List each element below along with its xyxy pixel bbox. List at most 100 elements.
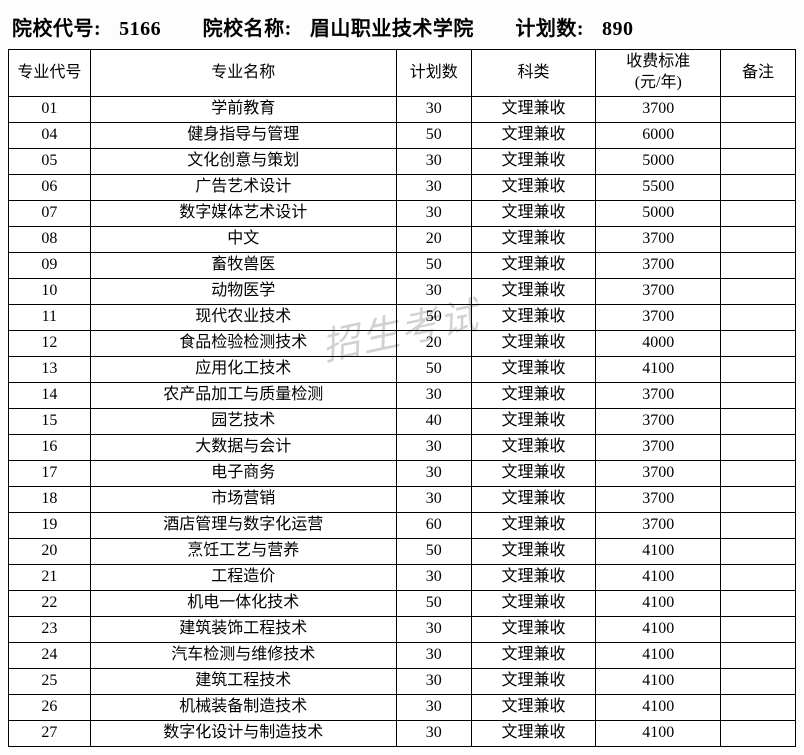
cell-plan: 50 (396, 123, 471, 149)
cell-plan: 30 (396, 643, 471, 669)
cell-plan: 30 (396, 461, 471, 487)
cell-category: 文理兼收 (471, 565, 596, 591)
cell-note (721, 539, 796, 565)
table-row: 13应用化工技术50文理兼收4100 (9, 357, 796, 383)
plan-total-value: 890 (602, 18, 634, 40)
cell-name: 酒店管理与数字化运营 (90, 513, 396, 539)
cell-category: 文理兼收 (471, 409, 596, 435)
cell-fee: 3700 (596, 409, 721, 435)
cell-category: 文理兼收 (471, 357, 596, 383)
table-row: 01学前教育30文理兼收3700 (9, 97, 796, 123)
cell-name: 大数据与会计 (90, 435, 396, 461)
cell-note (721, 591, 796, 617)
cell-note (721, 149, 796, 175)
table-row: 24汽车检测与维修技术30文理兼收4100 (9, 643, 796, 669)
cell-name: 农产品加工与质量检测 (90, 383, 396, 409)
cell-category: 文理兼收 (471, 253, 596, 279)
cell-note (721, 409, 796, 435)
cell-fee: 3700 (596, 461, 721, 487)
cell-name: 数字媒体艺术设计 (90, 201, 396, 227)
cell-plan: 40 (396, 409, 471, 435)
cell-code: 21 (9, 565, 91, 591)
cell-code: 05 (9, 149, 91, 175)
table-row: 22机电一体化技术50文理兼收4100 (9, 591, 796, 617)
table-row: 07数字媒体艺术设计30文理兼收5000 (9, 201, 796, 227)
cell-fee: 3700 (596, 435, 721, 461)
cell-name: 食品检验检测技术 (90, 331, 396, 357)
page-header: 院校代号:5166 院校名称:眉山职业技术学院 计划数:890 (8, 8, 796, 49)
cell-note (721, 487, 796, 513)
cell-code: 23 (9, 617, 91, 643)
cell-name: 健身指导与管理 (90, 123, 396, 149)
table-row: 09畜牧兽医50文理兼收3700 (9, 253, 796, 279)
table-row: 25建筑工程技术30文理兼收4100 (9, 669, 796, 695)
cell-fee: 4100 (596, 565, 721, 591)
cell-fee: 4100 (596, 669, 721, 695)
cell-name: 建筑装饰工程技术 (90, 617, 396, 643)
cell-code: 20 (9, 539, 91, 565)
cell-fee: 4100 (596, 539, 721, 565)
cell-code: 07 (9, 201, 91, 227)
cell-note (721, 123, 796, 149)
col-note: 备注 (721, 50, 796, 97)
table-row: 08中文20文理兼收3700 (9, 227, 796, 253)
cell-category: 文理兼收 (471, 305, 596, 331)
cell-name: 应用化工技术 (90, 357, 396, 383)
cell-code: 26 (9, 695, 91, 721)
cell-name: 园艺技术 (90, 409, 396, 435)
cell-code: 11 (9, 305, 91, 331)
cell-code: 08 (9, 227, 91, 253)
table-row: 26机械装备制造技术30文理兼收4100 (9, 695, 796, 721)
cell-note (721, 227, 796, 253)
cell-fee: 3700 (596, 97, 721, 123)
cell-note (721, 435, 796, 461)
cell-plan: 30 (396, 97, 471, 123)
cell-plan: 50 (396, 305, 471, 331)
cell-name: 工程造价 (90, 565, 396, 591)
cell-name: 中文 (90, 227, 396, 253)
cell-plan: 30 (396, 617, 471, 643)
cell-code: 13 (9, 357, 91, 383)
cell-category: 文理兼收 (471, 695, 596, 721)
cell-plan: 30 (396, 565, 471, 591)
cell-category: 文理兼收 (471, 227, 596, 253)
cell-category: 文理兼收 (471, 123, 596, 149)
cell-code: 17 (9, 461, 91, 487)
cell-category: 文理兼收 (471, 201, 596, 227)
cell-fee: 3700 (596, 487, 721, 513)
cell-fee: 3700 (596, 279, 721, 305)
cell-plan: 50 (396, 357, 471, 383)
table-row: 12食品检验检测技术20文理兼收4000 (9, 331, 796, 357)
col-fee: 收费标准(元/年) (596, 50, 721, 97)
cell-fee: 4100 (596, 591, 721, 617)
cell-code: 19 (9, 513, 91, 539)
cell-fee: 4100 (596, 617, 721, 643)
cell-category: 文理兼收 (471, 643, 596, 669)
cell-name: 机电一体化技术 (90, 591, 396, 617)
cell-plan: 30 (396, 279, 471, 305)
table-row: 10动物医学30文理兼收3700 (9, 279, 796, 305)
cell-name: 电子商务 (90, 461, 396, 487)
cell-name: 汽车检测与维修技术 (90, 643, 396, 669)
cell-code: 18 (9, 487, 91, 513)
table-row: 04健身指导与管理50文理兼收6000 (9, 123, 796, 149)
cell-name: 动物医学 (90, 279, 396, 305)
cell-plan: 30 (396, 383, 471, 409)
cell-category: 文理兼收 (471, 383, 596, 409)
cell-category: 文理兼收 (471, 175, 596, 201)
cell-code: 25 (9, 669, 91, 695)
cell-code: 14 (9, 383, 91, 409)
cell-plan: 50 (396, 539, 471, 565)
cell-category: 文理兼收 (471, 487, 596, 513)
col-plan: 计划数 (396, 50, 471, 97)
table-row: 16大数据与会计30文理兼收3700 (9, 435, 796, 461)
cell-code: 01 (9, 97, 91, 123)
cell-note (721, 279, 796, 305)
cell-note (721, 643, 796, 669)
cell-category: 文理兼收 (471, 617, 596, 643)
table-header-row: 专业代号 专业名称 计划数 科类 收费标准(元/年) 备注 (9, 50, 796, 97)
cell-note (721, 383, 796, 409)
cell-note (721, 357, 796, 383)
cell-fee: 4100 (596, 695, 721, 721)
school-code-value: 5166 (119, 18, 161, 40)
